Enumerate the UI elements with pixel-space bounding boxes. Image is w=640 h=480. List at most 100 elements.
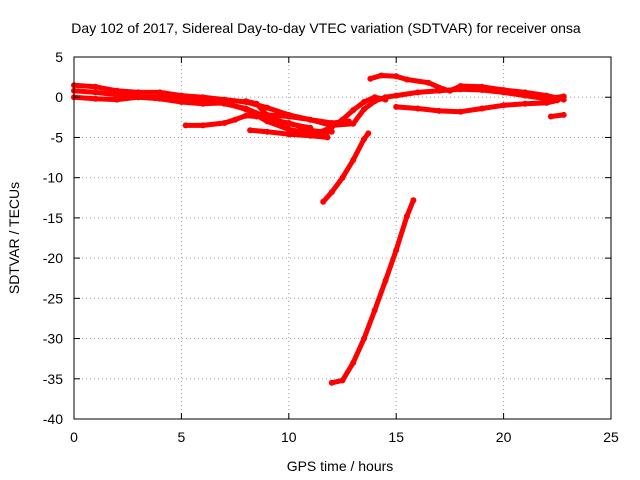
plot-frame [73,56,612,420]
data-point [425,79,432,86]
data-point [324,134,331,141]
data-point [253,100,260,107]
series-line [329,197,416,386]
data-point [275,118,282,125]
data-point [382,96,389,103]
data-point [440,86,447,93]
data-point [307,132,314,139]
data-point [560,111,567,118]
data-point [242,106,249,113]
data-point [318,128,324,135]
data-point [135,94,142,101]
data-point [457,83,464,89]
y-tick-label: -40 [43,411,63,427]
data-point [285,126,292,133]
data-point [410,197,417,204]
y-tick-label: 0 [55,89,63,105]
series-layer [71,72,567,386]
series-track-f [247,127,331,141]
data-point [560,96,567,103]
data-point [264,128,271,135]
data-point [403,213,410,220]
data-point [328,189,335,196]
y-tick-label: 5 [55,49,63,65]
data-point [264,118,271,125]
data-point [393,92,400,99]
data-point [554,97,561,104]
data-point [350,157,357,163]
y-tick-label: -35 [43,371,63,387]
data-point [479,105,486,112]
y-axis-label: SDTVAR / TECUs [6,182,22,294]
data-point [365,130,372,137]
y-tick-label: -5 [51,129,64,145]
data-point [371,94,378,101]
data-point [242,112,249,119]
series-track-g [367,72,567,103]
data-point [328,124,335,130]
data-point [547,113,554,120]
ticks: 0 5 10 15 20 25 5 0 -5 -10 -15 -20 -25 -30 -35 -40 [43,49,619,445]
data-point [522,100,529,107]
data-point [242,98,249,105]
data-point [361,136,367,143]
data-point [114,91,120,98]
data-point [296,123,303,130]
data-point [393,247,400,254]
data-point [264,104,271,111]
data-point [361,99,367,105]
y-tick-label: -10 [43,170,63,186]
data-point [285,113,292,120]
series-track-e [242,94,389,135]
x-tick-label: 5 [178,429,186,445]
data-point [285,131,292,138]
data-point [403,76,410,83]
data-point [382,277,389,284]
data-point [199,100,206,107]
data-point [114,96,120,103]
data-point [543,99,550,106]
x-tick-label: 25 [603,429,619,445]
data-point [361,335,367,342]
grid [74,57,611,419]
data-point [393,103,400,110]
data-point [182,122,189,129]
x-tick-label: 20 [496,429,512,445]
data-point [328,379,335,386]
data-point [436,107,443,114]
data-point [253,113,260,120]
data-point [285,120,292,126]
data-point [307,127,314,134]
data-point [350,120,357,127]
data-point [135,89,142,96]
data-point [221,120,228,126]
data-point [414,89,421,96]
data-point [378,72,385,79]
data-point [361,106,367,113]
data-point [414,105,421,112]
y-tick-label: -15 [43,210,63,226]
data-point [500,87,507,93]
data-point [221,99,228,106]
data-point [156,95,163,102]
data-point [479,83,486,90]
series-line [393,97,560,115]
y-tick-label: -20 [43,250,63,266]
x-axis-label: GPS time / hours [287,458,394,474]
x-tick-label: 10 [281,429,297,445]
data-point [500,102,507,109]
chart-title: Day 102 of 2017, Sidereal Day-to-day VTE… [71,20,581,36]
data-point [247,127,254,134]
data-point [339,174,346,181]
data-point [178,99,185,105]
data-point [339,116,346,123]
data-point [371,307,378,314]
data-point [522,89,529,96]
data-point [264,112,271,119]
data-point [350,107,357,114]
series-track-j [320,130,372,205]
data-point [350,359,357,366]
x-tick-label: 15 [388,429,404,445]
data-point [367,75,374,82]
